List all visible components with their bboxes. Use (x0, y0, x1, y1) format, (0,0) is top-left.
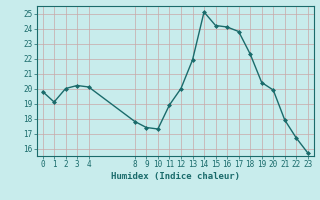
X-axis label: Humidex (Indice chaleur): Humidex (Indice chaleur) (111, 172, 240, 181)
